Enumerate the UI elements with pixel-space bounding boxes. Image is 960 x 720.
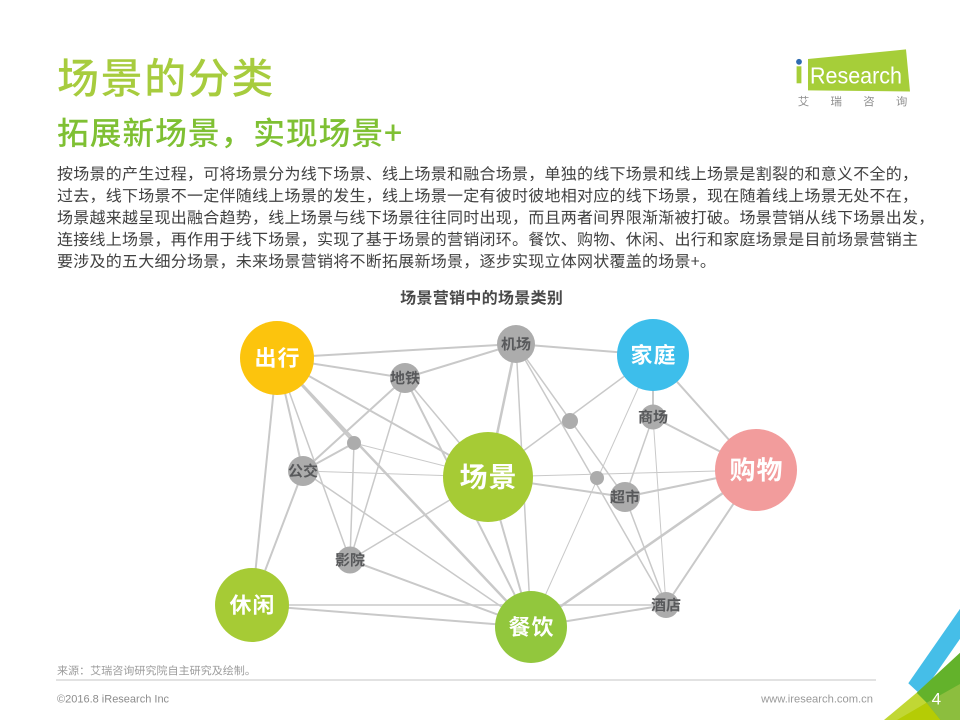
svg-text:4: 4 (932, 690, 941, 709)
svg-text:©2016.8 iResearch Inc: ©2016.8 iResearch Inc (57, 694, 170, 706)
svg-text:www.iresearch.com.cn: www.iresearch.com.cn (760, 694, 873, 706)
svg-text:Research: Research (810, 62, 902, 88)
